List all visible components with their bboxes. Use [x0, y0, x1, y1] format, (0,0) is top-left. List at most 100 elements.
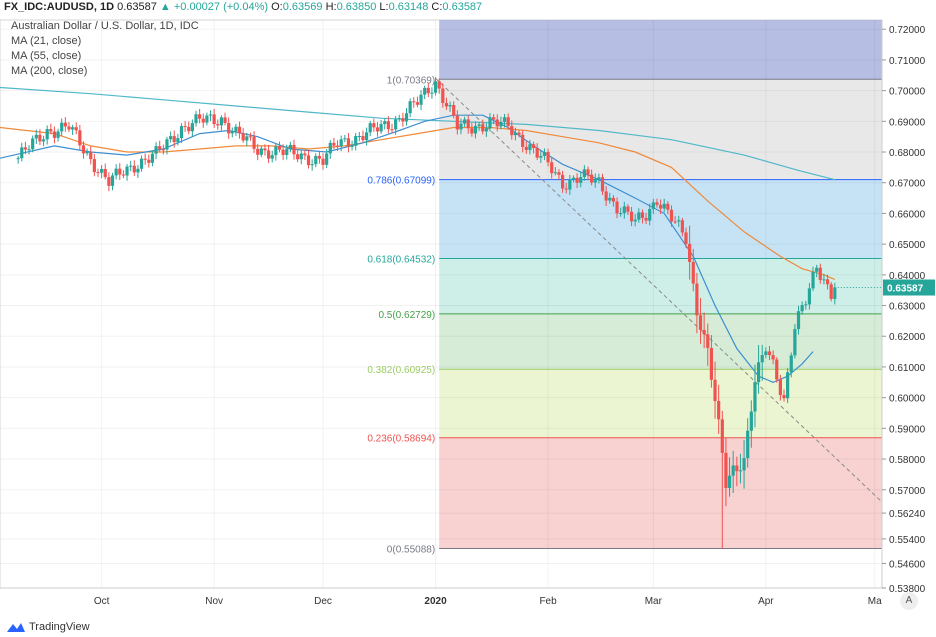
candle-body: [78, 130, 82, 146]
price-tick-label: 0.65000: [889, 240, 926, 251]
low-value: 0.63148: [388, 1, 429, 13]
candle-body: [49, 129, 53, 132]
time-tick-label: 2020: [424, 596, 447, 607]
candle-body: [96, 172, 100, 174]
candle-body: [640, 212, 645, 218]
candle-body: [597, 177, 601, 179]
candle-body: [477, 124, 481, 126]
candle-body: [38, 134, 42, 142]
candle-body: [550, 162, 554, 174]
candle-body: [815, 267, 819, 272]
candle-body: [408, 101, 412, 114]
candle-body: [241, 133, 245, 141]
legend-ma55[interactable]: MA (55, close): [11, 50, 82, 62]
candle-body: [756, 362, 761, 383]
candle-body: [223, 117, 227, 123]
open-label: O:: [271, 1, 283, 13]
candle-body: [825, 279, 830, 285]
candle-body: [343, 138, 347, 140]
fib-level-label: 1(0.70369): [387, 75, 435, 86]
candle-body: [270, 155, 274, 159]
candle-body: [738, 470, 743, 472]
candle-body: [306, 155, 311, 166]
candle-body: [296, 154, 300, 160]
brand-label: TradingView: [29, 621, 90, 633]
tradingview-logo-icon: [7, 623, 25, 632]
candle-body: [644, 217, 648, 221]
candle-body: [379, 124, 383, 132]
chart-title: Australian Dollar / U.S. Dollar, 1D, IDC: [11, 20, 199, 32]
candle-body: [553, 172, 557, 174]
candle-body: [198, 114, 202, 119]
candle-body: [288, 144, 292, 149]
auto-scale-button[interactable]: A: [900, 592, 918, 610]
candle-body: [448, 104, 452, 107]
candle-body: [517, 132, 521, 135]
candle-body: [41, 139, 46, 142]
candle-body: [125, 166, 129, 176]
legend-ma21[interactable]: MA (21, close): [11, 35, 82, 47]
candle-body: [136, 168, 140, 173]
candle-body: [92, 159, 96, 173]
candle-body: [764, 351, 768, 356]
candle-body: [455, 115, 459, 130]
candle-body: [426, 87, 430, 94]
candle-body: [626, 206, 630, 212]
candle-body: [760, 355, 764, 363]
candle-body: [600, 177, 605, 192]
candle-body: [52, 131, 57, 138]
candle-body: [165, 139, 169, 150]
ma200-line: [0, 86, 835, 181]
candle-body: [237, 126, 242, 134]
legend-ma200[interactable]: MA (200, close): [11, 65, 88, 77]
candle-body: [423, 87, 427, 95]
price-tick-label: 0.53800: [889, 584, 926, 595]
candle-body: [706, 334, 710, 348]
high-label: H:: [325, 1, 337, 13]
tradingview-brand[interactable]: TradingView: [6, 621, 90, 633]
price-tick-label: 0.68000: [889, 148, 926, 159]
candle-body: [20, 147, 24, 159]
candle-body: [118, 168, 122, 175]
candle-body: [811, 271, 815, 289]
ma21-line: [0, 114, 814, 383]
candle-body: [466, 119, 470, 129]
price-tick-label: 0.55400: [889, 535, 926, 546]
fib-level-label: 0.618(0.64532): [367, 254, 435, 265]
candle-body: [717, 401, 721, 420]
symbol-label[interactable]: FX_IDC:AUDUSD, 1D: [4, 1, 115, 13]
fib-level-label: 0.382(0.60925): [367, 365, 435, 376]
candle-body: [604, 191, 608, 201]
candle-body: [110, 175, 115, 186]
candle-body: [506, 117, 510, 126]
candle-body: [818, 267, 822, 280]
candle-body: [658, 204, 663, 209]
candle-body: [183, 126, 187, 128]
candle-body: [833, 287, 837, 299]
price-tick-label: 0.63000: [889, 302, 926, 313]
candle-body: [452, 104, 456, 116]
candle-body: [796, 311, 801, 330]
candle-body: [31, 138, 35, 150]
trend-line: [435, 77, 883, 503]
candle-body: [415, 102, 420, 105]
candle-body: [401, 118, 405, 122]
candle-body: [804, 304, 808, 306]
candle-body: [531, 144, 536, 149]
time-tick-label: Dec: [314, 596, 332, 607]
candle-body: [662, 203, 666, 209]
price-tick-label: 0.60000: [889, 394, 926, 405]
candle-body: [419, 94, 423, 105]
candle-body: [357, 135, 361, 137]
candle-body: [176, 138, 180, 143]
candle-body: [208, 114, 213, 116]
candle-body: [158, 146, 162, 150]
candle-body: [364, 132, 369, 141]
fib-level-label: 0.5(0.62729): [378, 310, 435, 321]
candle-body: [793, 329, 797, 356]
price-tick-label: 0.56240: [889, 509, 926, 520]
candle-body: [615, 201, 619, 214]
price-tick-label: 0.71000: [889, 56, 926, 67]
candle-body: [481, 124, 485, 132]
